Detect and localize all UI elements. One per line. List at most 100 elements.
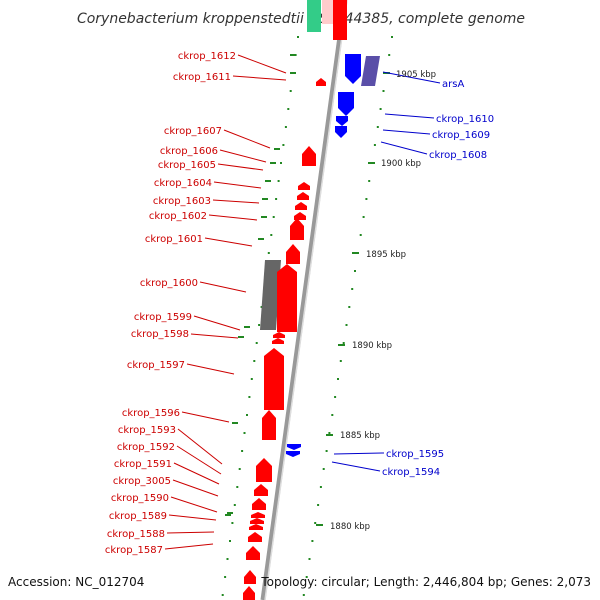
reverse-strand-gene: [277, 264, 297, 332]
scale-dot: [258, 324, 261, 326]
scale-dot: [224, 576, 227, 578]
scale-dot: [334, 396, 337, 398]
gene-label-ckrop-1587[interactable]: ckrop_1587: [105, 545, 163, 556]
scale-dot: [236, 486, 239, 488]
red-gene-top[interactable]: [333, 0, 347, 40]
gene-label-ckrop-1606[interactable]: ckrop_1606: [160, 146, 218, 157]
forward-strand-gene: [286, 451, 300, 457]
leader-line: [166, 531, 215, 534]
leader-line: [237, 54, 287, 74]
gene-label-ckrop-1600[interactable]: ckrop_1600: [140, 278, 198, 289]
label-leaders: [164, 54, 441, 550]
scale-dot: [322, 468, 325, 470]
gene-label-ckrop-1611[interactable]: ckrop_1611: [173, 72, 231, 83]
gene-tick: [262, 198, 268, 200]
scale-dot: [253, 360, 256, 362]
gene-label-ckrop-1598[interactable]: ckrop_1598: [131, 329, 189, 340]
teal-gene-feature[interactable]: [307, 0, 321, 32]
scale-dot: [248, 396, 251, 398]
scale-dot: [308, 558, 311, 560]
gene-tick: [290, 54, 296, 56]
gene-label-ckrop-1608[interactable]: ckrop_1608: [429, 150, 487, 161]
scale-dot: [275, 198, 278, 200]
scale-dot: [226, 558, 229, 560]
gene-ckrop-1600-feature[interactable]: [260, 260, 281, 330]
reverse-strand-gene: [243, 586, 255, 600]
forward-strand-gene: [336, 116, 348, 126]
scale-dot: [328, 432, 331, 434]
gene-arsA-feature: [361, 56, 380, 86]
leader-line: [172, 479, 219, 497]
gene-label-ckrop-1595[interactable]: ckrop_1595: [386, 449, 444, 460]
reverse-strand-gene: [248, 532, 262, 542]
leader-line: [217, 163, 264, 171]
gene-label-ckrop-1601[interactable]: ckrop_1601: [145, 234, 203, 245]
reverse-strand-gene: [273, 332, 285, 338]
scale-dot: [388, 54, 391, 56]
scale-dot: [238, 468, 241, 470]
gene-label-ckrop-1589[interactable]: ckrop_1589: [109, 511, 167, 522]
scale-dot: [365, 198, 368, 200]
gene-label-ckrop-1588[interactable]: ckrop_1588: [107, 529, 165, 540]
gene-label-ckrop-1599[interactable]: ckrop_1599: [134, 312, 192, 323]
scale-dot: [267, 252, 270, 254]
gene-label-ckrop-3005[interactable]: ckrop_3005: [113, 476, 171, 487]
leader-line: [204, 237, 253, 247]
leader-line: [193, 315, 241, 331]
forward-strand-gene: [338, 92, 354, 116]
reverse-strand-gene: [254, 484, 268, 496]
scale-dot: [246, 414, 248, 416]
gene-label-ckrop-1594[interactable]: ckrop_1594: [382, 467, 440, 478]
forward-strand-gene: [287, 444, 301, 450]
gene-label-ckrop-1605[interactable]: ckrop_1605: [158, 160, 216, 171]
gene-label-ckrop-1593[interactable]: ckrop_1593: [118, 425, 176, 436]
scale-dot: [391, 36, 393, 38]
leader-line: [199, 281, 247, 293]
gene-tick: [232, 422, 238, 424]
leader-line: [168, 514, 217, 521]
gene-label-ckrop-1607[interactable]: ckrop_1607: [164, 126, 222, 137]
leader-line: [186, 363, 235, 375]
gene-tick: [270, 162, 276, 164]
reverse-strand-gene: [286, 244, 300, 264]
scale-dot: [270, 234, 273, 236]
gene-label-ckrop-1610[interactable]: ckrop_1610: [436, 114, 494, 125]
scale-dot: [241, 450, 244, 452]
gene-label-ckrop-1609[interactable]: ckrop_1609: [432, 130, 490, 141]
gene-label-ckrop-1590[interactable]: ckrop_1590: [111, 493, 169, 504]
scale-dot: [359, 234, 362, 236]
scale-dot: [314, 522, 317, 524]
gene-label-ckrop-1603[interactable]: ckrop_1603: [153, 196, 211, 207]
scale-dot: [260, 306, 263, 308]
scale-dot: [342, 342, 345, 344]
scale-dot: [289, 90, 292, 92]
leader-line: [176, 445, 222, 475]
scale-tick-major: [316, 524, 323, 526]
scale-dot: [345, 324, 348, 326]
reverse-strand-gene: [250, 518, 264, 524]
gene-tick: [265, 180, 271, 182]
scale-dot: [311, 540, 314, 542]
scale-dot: [337, 378, 339, 380]
teal-gene-feature-2[interactable]: [322, 0, 336, 24]
scale-dot: [250, 378, 253, 380]
scale-dot: [277, 180, 280, 182]
reverse-strand-gene: [294, 212, 306, 220]
gene-label-arsA[interactable]: arsA: [442, 79, 464, 90]
gene-label-ckrop-1592[interactable]: ckrop_1592: [117, 442, 175, 453]
scale-label-1900: 1900 kbp: [381, 159, 421, 169]
leader-line: [382, 71, 441, 84]
gene-label-ckrop-1602[interactable]: ckrop_1602: [149, 211, 207, 222]
gene-label-ckrop-1612[interactable]: ckrop_1612: [178, 51, 236, 62]
gene-label-ckrop-1596[interactable]: ckrop_1596: [122, 408, 180, 419]
scale-dot: [231, 522, 234, 524]
reverse-strand-gene: [244, 570, 256, 584]
leader-line: [331, 461, 381, 472]
reverse-strand-gene: [249, 524, 263, 530]
scale-dot: [354, 270, 356, 272]
gene-label-ckrop-1597[interactable]: ckrop_1597: [127, 360, 185, 371]
scale-dot: [229, 540, 231, 542]
gene-label-ckrop-1604[interactable]: ckrop_1604: [154, 178, 212, 189]
gene-tick: [290, 72, 296, 74]
gene-label-ckrop-1591[interactable]: ckrop_1591: [114, 459, 172, 470]
